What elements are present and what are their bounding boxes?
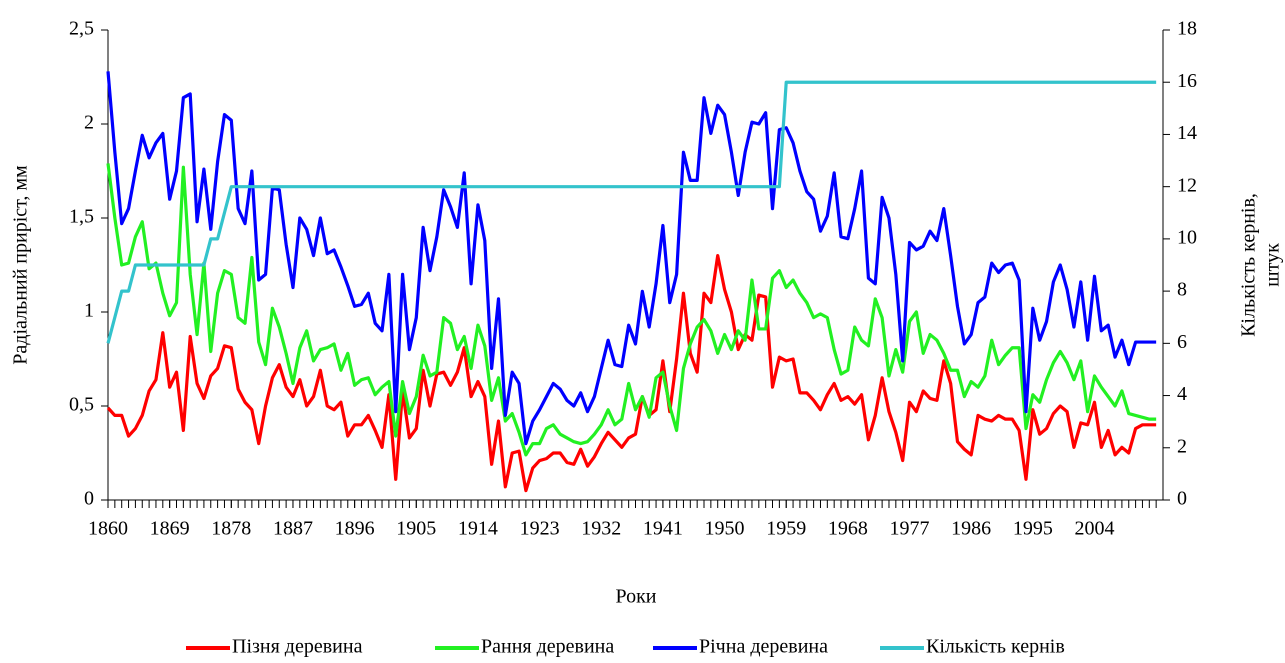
y2-tick-label: 14 bbox=[1177, 122, 1197, 144]
y2-tick-label: 18 bbox=[1177, 18, 1197, 40]
x-tick-label: 1914 bbox=[458, 518, 498, 540]
x-tick-label: 1860 bbox=[88, 518, 128, 540]
y2-tick-label: 8 bbox=[1177, 279, 1187, 301]
x-tick-label: 2004 bbox=[1074, 518, 1114, 540]
x-tick-label: 1950 bbox=[705, 518, 745, 540]
x-axis-label: Роки bbox=[615, 586, 656, 608]
x-tick-label: 1923 bbox=[520, 518, 560, 540]
series-line bbox=[106, 80, 1157, 344]
y-tick-label: 2,5 bbox=[69, 18, 94, 40]
y2-tick-label: 2 bbox=[1177, 435, 1187, 457]
y2-tick-label: 4 bbox=[1177, 383, 1187, 405]
x-tick-label: 1905 bbox=[396, 518, 436, 540]
x-tick-label: 1869 bbox=[150, 518, 190, 540]
x-tick-label: 1932 bbox=[581, 518, 621, 540]
y2-tick-label: 6 bbox=[1177, 331, 1187, 353]
y-tick-label: 1,5 bbox=[69, 206, 94, 228]
y2-axis-label: Кількість кернів, bbox=[1238, 193, 1260, 337]
x-tick-label: 1986 bbox=[951, 518, 991, 540]
x-tick-label: 1896 bbox=[335, 518, 375, 540]
y2-tick-label: 10 bbox=[1177, 226, 1197, 248]
y2-tick-label: 12 bbox=[1177, 174, 1197, 196]
y2-axis-label: штук bbox=[1262, 243, 1284, 287]
y2-tick-label: 0 bbox=[1177, 488, 1187, 510]
series-line bbox=[106, 254, 1157, 493]
legend-label: Кількість кернів bbox=[926, 636, 1065, 658]
y-axis-label: Радіальний приріст, мм bbox=[10, 165, 32, 365]
y-tick-label: 0 bbox=[84, 488, 94, 510]
y-tick-label: 0,5 bbox=[69, 394, 94, 416]
x-tick-label: 1941 bbox=[643, 518, 683, 540]
x-tick-label: 1959 bbox=[766, 518, 806, 540]
x-tick-label: 1878 bbox=[211, 518, 251, 540]
series-line bbox=[106, 163, 1157, 457]
x-tick-label: 1977 bbox=[890, 518, 930, 540]
legend-label: Річна деревина bbox=[699, 636, 828, 658]
x-tick-label: 1968 bbox=[828, 518, 868, 540]
series-line bbox=[106, 71, 1157, 446]
legend-label: Пізня деревина bbox=[232, 636, 363, 658]
legend-label: Рання деревина bbox=[481, 636, 614, 658]
y2-tick-label: 16 bbox=[1177, 70, 1197, 92]
x-tick-label: 1995 bbox=[1013, 518, 1053, 540]
y-tick-label: 2 bbox=[84, 112, 94, 134]
x-tick-label: 1887 bbox=[273, 518, 313, 540]
y-tick-label: 1 bbox=[84, 300, 94, 322]
